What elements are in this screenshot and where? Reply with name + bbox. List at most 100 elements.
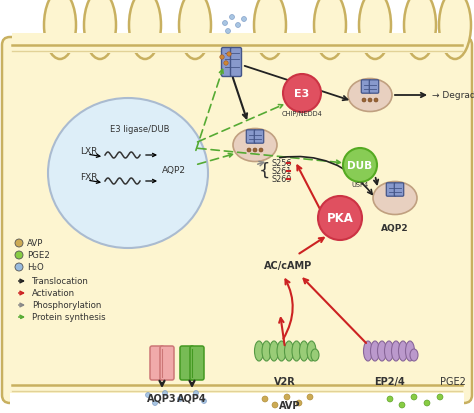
Ellipse shape — [364, 341, 373, 361]
Text: S269: S269 — [272, 175, 292, 184]
Ellipse shape — [371, 341, 380, 361]
Circle shape — [153, 401, 157, 406]
Ellipse shape — [314, 0, 346, 60]
Ellipse shape — [384, 341, 393, 361]
Ellipse shape — [392, 341, 401, 361]
Circle shape — [201, 399, 207, 404]
Ellipse shape — [410, 349, 418, 361]
Text: S256: S256 — [272, 159, 292, 168]
Text: E3: E3 — [294, 89, 310, 99]
Text: PGE2: PGE2 — [440, 376, 466, 386]
Circle shape — [399, 402, 405, 408]
Text: PGE2: PGE2 — [27, 251, 50, 260]
Circle shape — [220, 56, 224, 60]
Ellipse shape — [348, 79, 392, 112]
Text: Phosphorylation: Phosphorylation — [32, 301, 101, 310]
Ellipse shape — [444, 0, 466, 54]
Text: AQP3: AQP3 — [147, 393, 177, 403]
Circle shape — [437, 394, 443, 400]
Ellipse shape — [404, 0, 436, 60]
Circle shape — [424, 400, 430, 406]
Ellipse shape — [49, 0, 71, 54]
FancyBboxPatch shape — [254, 131, 264, 144]
Ellipse shape — [179, 0, 211, 60]
Text: PKA: PKA — [327, 212, 354, 225]
Circle shape — [15, 263, 23, 271]
Ellipse shape — [399, 341, 408, 361]
Circle shape — [318, 197, 362, 240]
Ellipse shape — [364, 0, 386, 54]
FancyBboxPatch shape — [246, 131, 255, 144]
FancyBboxPatch shape — [2, 38, 472, 403]
Bar — [10, 393, 464, 413]
Ellipse shape — [405, 341, 414, 361]
Ellipse shape — [89, 0, 111, 54]
Ellipse shape — [255, 341, 264, 361]
Text: FXR: FXR — [80, 173, 98, 182]
Text: EP2/4: EP2/4 — [374, 376, 405, 386]
Ellipse shape — [134, 0, 156, 54]
FancyBboxPatch shape — [230, 48, 241, 77]
Text: H₂O: H₂O — [27, 263, 44, 272]
Text: AQP4: AQP4 — [177, 393, 207, 403]
Ellipse shape — [84, 0, 116, 60]
Ellipse shape — [44, 0, 76, 60]
Circle shape — [226, 29, 230, 34]
Circle shape — [224, 62, 228, 66]
Circle shape — [247, 149, 251, 153]
Ellipse shape — [259, 0, 281, 54]
Text: E3 ligase/DUB: E3 ligase/DUB — [110, 124, 170, 133]
Text: S261: S261 — [272, 167, 292, 176]
Circle shape — [374, 99, 378, 103]
Circle shape — [15, 240, 23, 247]
Circle shape — [177, 396, 182, 401]
Ellipse shape — [48, 99, 208, 248]
Ellipse shape — [377, 341, 386, 361]
FancyBboxPatch shape — [361, 81, 371, 94]
Circle shape — [163, 391, 167, 396]
Ellipse shape — [184, 0, 206, 54]
Ellipse shape — [262, 341, 271, 361]
Text: AVP: AVP — [27, 239, 44, 248]
FancyBboxPatch shape — [180, 346, 194, 380]
Text: Activation: Activation — [32, 289, 75, 298]
Text: V2R: V2R — [274, 376, 296, 386]
Circle shape — [368, 99, 372, 103]
FancyBboxPatch shape — [394, 183, 404, 197]
Circle shape — [241, 17, 246, 22]
Ellipse shape — [292, 341, 301, 361]
FancyBboxPatch shape — [160, 346, 174, 380]
FancyBboxPatch shape — [369, 81, 379, 94]
Ellipse shape — [254, 0, 286, 60]
Bar — [12, 34, 462, 54]
Circle shape — [307, 394, 313, 400]
Text: → Degradation: → Degradation — [432, 91, 474, 100]
Ellipse shape — [409, 0, 431, 54]
Circle shape — [362, 99, 366, 103]
Circle shape — [146, 392, 151, 398]
Ellipse shape — [284, 341, 293, 361]
Circle shape — [272, 402, 278, 408]
Circle shape — [343, 149, 377, 183]
Circle shape — [229, 15, 235, 21]
Circle shape — [411, 394, 417, 400]
Text: AC/cAMP: AC/cAMP — [264, 260, 312, 271]
Text: Protein synthesis: Protein synthesis — [32, 313, 106, 322]
Circle shape — [193, 391, 199, 396]
Circle shape — [236, 24, 240, 28]
Ellipse shape — [319, 0, 341, 54]
Ellipse shape — [129, 0, 161, 60]
Text: USP4: USP4 — [351, 182, 369, 188]
Text: {: { — [258, 161, 270, 180]
Ellipse shape — [277, 341, 286, 361]
FancyBboxPatch shape — [190, 346, 204, 380]
FancyBboxPatch shape — [150, 346, 164, 380]
Ellipse shape — [307, 341, 316, 361]
Text: CHIP/NEDD4: CHIP/NEDD4 — [282, 111, 322, 117]
Text: DUB: DUB — [347, 161, 373, 171]
Ellipse shape — [311, 349, 319, 361]
Circle shape — [227, 53, 231, 57]
Ellipse shape — [300, 341, 309, 361]
Text: AVP: AVP — [279, 400, 301, 410]
FancyBboxPatch shape — [221, 48, 233, 77]
